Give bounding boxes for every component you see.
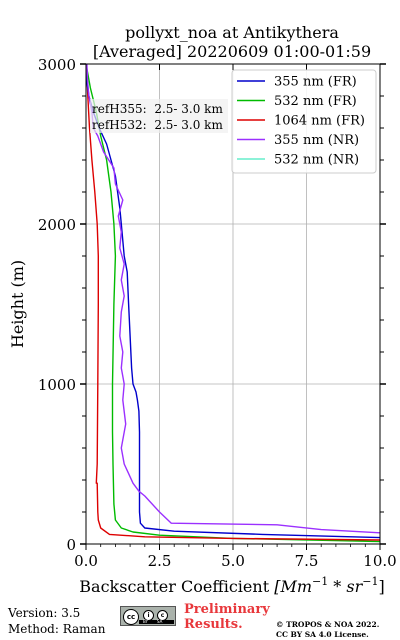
y-axis-label: Height (m)	[8, 260, 27, 348]
chart-legend: 355 nm (FR) 532 nm (FR) 1064 nm (FR) 355 nm…	[231, 69, 377, 174]
preliminary-results-label: Preliminary Results.	[184, 602, 270, 632]
x-tick-label: 10.0	[363, 552, 396, 570]
version-label: Version: 3.5	[8, 606, 81, 620]
legend-label: 355 nm (FR)	[274, 75, 357, 90]
x-tick-label: 7.5	[295, 552, 319, 570]
copyright-line-1: © TROPOS & NOA 2022.	[276, 620, 380, 629]
annotation-refh532: refH532: 2.5- 3.0 km	[92, 118, 223, 132]
annotation-background	[90, 99, 228, 133]
copyright-line-2: CC BY SA 4.0 License.	[276, 630, 369, 639]
series-line-3	[86, 64, 380, 534]
legend-box	[231, 69, 377, 174]
sa-strip-label: SA	[157, 619, 163, 624]
chart-title: pollyxt_noa at Antikythera	[125, 23, 339, 42]
legend-label: 1064 nm (FR)	[274, 114, 365, 129]
x-tick-label: 0.0	[74, 552, 98, 570]
method-label: Method: Raman	[8, 622, 106, 636]
series-line-2	[86, 64, 380, 541]
y-tick-label: 0	[66, 536, 76, 554]
y-tick-label: 2000	[38, 216, 76, 234]
legend-label: 532 nm (FR)	[274, 94, 357, 109]
license-badge-icon: cc i c BY SA	[120, 606, 176, 626]
license-strip: BY SA	[139, 619, 174, 624]
y-tick-label: 3000	[38, 56, 76, 74]
preliminary-line-1: Preliminary	[184, 602, 270, 617]
by-strip-label: BY	[143, 619, 148, 624]
copyright-notice: © TROPOS & NOA 2022. CC BY SA 4.0 Licens…	[276, 620, 379, 640]
axis-ticks: 0.0 2.5 5.0 7.5 10.0 0 1000 2000 3000	[38, 56, 397, 570]
x-tick-label: 2.5	[148, 552, 172, 570]
annotation-refh355: refH355: 2.5- 3.0 km	[92, 102, 223, 116]
reference-height-annotations: refH355: 2.5- 3.0 km refH532: 2.5- 3.0 k…	[90, 99, 228, 133]
chart-subtitle: [Averaged] 20220609 01:00-01:59	[93, 42, 371, 61]
x-tick-label: 5.0	[221, 552, 245, 570]
y-tick-label: 1000	[38, 376, 76, 394]
plot-frame	[85, 63, 381, 545]
x-axis-label: Backscatter Coefficient [Mm−1 * sr−1]	[79, 575, 384, 596]
legend-label: 532 nm (NR)	[274, 153, 359, 168]
cc-icon: cc	[123, 609, 139, 625]
legend-label: 355 nm (NR)	[274, 133, 359, 148]
preliminary-line-2: Results.	[184, 617, 243, 632]
